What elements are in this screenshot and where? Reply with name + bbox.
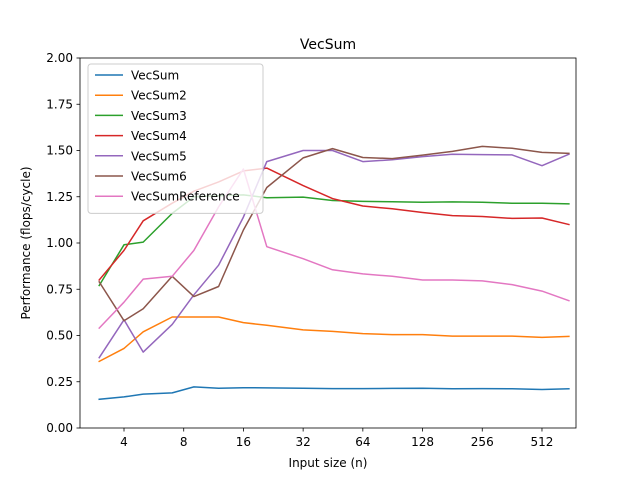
legend-box bbox=[87, 63, 264, 214]
series-line-vecsum5 bbox=[98, 149, 570, 359]
x-tick-label: 512 bbox=[531, 435, 554, 449]
x-axis-ticks: 4 8 16 32 64 128 256 512 bbox=[120, 428, 553, 449]
series-line-vecsumreference bbox=[98, 168, 570, 330]
y-axis-ticks: 0.00 0.25 0.50 0.75 1.00 1.25 1.50 1.75 2.00 bbox=[46, 51, 80, 435]
y-tick-label: 1.25 bbox=[46, 190, 73, 204]
y-axis-label: Performance (flops/cycle) bbox=[19, 166, 33, 319]
legend-label: VecSum bbox=[131, 69, 179, 83]
x-tick-label: 16 bbox=[236, 435, 251, 449]
legend-label: VecSum6 bbox=[131, 170, 187, 184]
legend-label: VecSumReference bbox=[131, 190, 240, 204]
x-tick-label: 256 bbox=[471, 435, 494, 449]
legend-label: VecSum3 bbox=[131, 109, 187, 123]
x-tick-label: 8 bbox=[180, 435, 188, 449]
x-tick-label: 4 bbox=[120, 435, 128, 449]
legend-label: VecSum4 bbox=[131, 129, 187, 143]
series-line-vecsum2 bbox=[98, 316, 570, 363]
y-tick-label: 0.50 bbox=[46, 329, 73, 343]
y-tick-label: 1.50 bbox=[46, 144, 73, 158]
series-line-vecsum3 bbox=[98, 194, 570, 287]
y-tick-label: 1.00 bbox=[46, 236, 73, 250]
y-tick-label: 2.00 bbox=[46, 51, 73, 65]
chart-title: VecSum bbox=[300, 37, 356, 53]
legend-label: VecSum5 bbox=[131, 149, 187, 163]
legend: VecSum VecSum2 VecSum3 VecSum4 VecSum5 VecSum… bbox=[87, 63, 264, 214]
series-line-vecsum bbox=[98, 386, 570, 401]
y-tick-label: 0.00 bbox=[46, 421, 73, 435]
series-line-vecsum6 bbox=[98, 145, 570, 322]
y-tick-label: 1.75 bbox=[46, 97, 73, 111]
x-tick-label: 64 bbox=[355, 435, 370, 449]
y-tick-label: 0.75 bbox=[46, 282, 73, 296]
x-tick-label: 128 bbox=[411, 435, 434, 449]
x-tick-label: 32 bbox=[295, 435, 310, 449]
y-tick-label: 0.25 bbox=[46, 375, 73, 389]
x-axis-label: Input size (n) bbox=[289, 456, 368, 470]
legend-label: VecSum2 bbox=[131, 89, 187, 103]
